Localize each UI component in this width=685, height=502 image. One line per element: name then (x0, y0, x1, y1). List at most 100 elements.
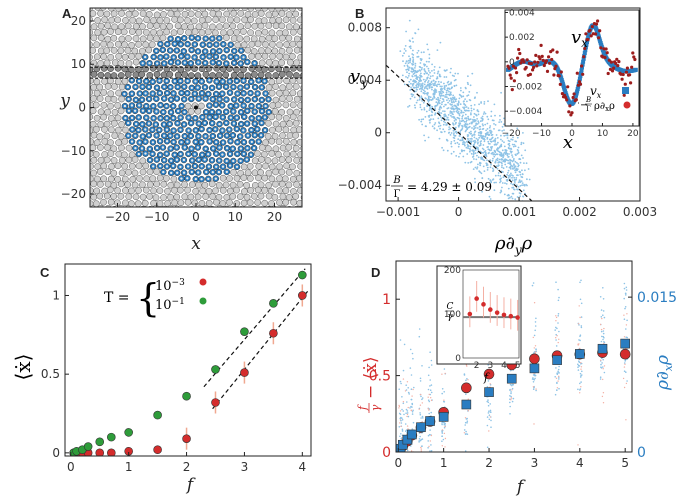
scatter-point (516, 149, 519, 151)
particle (93, 41, 101, 49)
particle (114, 16, 122, 24)
bg-scatter-blue (401, 408, 403, 411)
particle (230, 35, 238, 42)
particle-core (166, 91, 169, 95)
scatter-point (449, 134, 452, 136)
scatter-point (457, 145, 460, 148)
bg-scatter-red (430, 434, 433, 437)
scatter-point (403, 48, 406, 50)
particle (278, 70, 286, 78)
particle (97, 71, 105, 79)
particle (103, 10, 111, 18)
inset-rho-point (518, 51, 522, 56)
scatter-point (403, 83, 406, 86)
particle-core (236, 92, 239, 95)
scatter-point (458, 135, 461, 137)
bg-scatter-blue (557, 368, 560, 371)
scatter-point (471, 72, 474, 75)
scatter-point (451, 74, 454, 77)
particle (110, 193, 118, 200)
particle-core (211, 171, 214, 174)
particle (90, 29, 94, 36)
particle (142, 186, 150, 194)
particle (90, 83, 98, 91)
particle-core (147, 109, 151, 113)
bg-scatter-blue (429, 450, 431, 452)
scatter-point (520, 180, 523, 183)
scatter-point (513, 158, 515, 160)
scatter-point (481, 115, 484, 118)
particle (132, 23, 140, 30)
particle (120, 28, 128, 36)
particle (307, 146, 313, 152)
scatter-point (410, 70, 413, 73)
particle (297, 151, 302, 158)
particle (305, 212, 311, 218)
bg-scatter-blue (410, 456, 412, 458)
particle-core (208, 140, 211, 143)
scatter-point (477, 131, 480, 134)
inset-rho-point (534, 53, 538, 58)
particle (279, 34, 286, 42)
particle-core (148, 147, 151, 151)
particle-core (141, 62, 144, 65)
bg-scatter-blue (623, 370, 626, 373)
scatter-point (480, 102, 482, 104)
scatter-point (495, 181, 497, 184)
xlabel-a: x (191, 234, 201, 254)
particle (296, 77, 302, 84)
scatter-point (483, 140, 486, 143)
scatter-point (519, 161, 522, 164)
scatter-point (438, 91, 440, 93)
bg-scatter-blue (401, 474, 403, 476)
particle (173, 181, 181, 189)
data-point-green (240, 327, 249, 336)
inset-d-ytick-label: 0 (455, 354, 461, 364)
scatter-point (493, 155, 496, 158)
scatter-point (415, 84, 418, 87)
particle (289, 89, 297, 97)
scatter-point (491, 167, 494, 170)
ylabel-d-gamma: γ (369, 404, 382, 411)
scatter-point (412, 73, 415, 75)
particle-core (147, 134, 151, 137)
particle (212, 16, 220, 23)
particle (111, 108, 119, 116)
data-point-red (153, 445, 162, 455)
particle (107, 90, 115, 98)
particle (219, 16, 226, 24)
scatter-point (448, 83, 451, 86)
inset-rho-point (577, 80, 582, 84)
bg-scatter-blue (465, 454, 467, 456)
inset-d-point (488, 307, 493, 312)
particle (220, 29, 227, 37)
particle (198, 65, 206, 73)
scatter-point (452, 113, 454, 116)
particle (94, 29, 102, 36)
bg-scatter-blue (403, 466, 405, 468)
particle (139, 168, 147, 176)
bg-scatter-red (441, 429, 444, 431)
scatter-point (487, 140, 490, 143)
particle-core (189, 62, 192, 65)
particle (107, 150, 115, 157)
y-tick-label-b: −0.004 (338, 178, 382, 192)
y-tick-label-b: 0 (374, 126, 382, 140)
scatter-point (506, 154, 509, 157)
scatter-point (437, 83, 439, 86)
data-point-blue (529, 363, 540, 374)
particle (308, 60, 314, 66)
bg-scatter-blue (532, 282, 535, 284)
scatter-point (458, 117, 461, 120)
particle (271, 10, 279, 18)
scatter-point (451, 98, 454, 100)
bg-scatter-blue (401, 419, 404, 421)
inset-vx-point (633, 67, 638, 72)
particle-core (137, 152, 140, 156)
particle-core (173, 42, 176, 45)
particle (286, 47, 293, 54)
particle-core (263, 116, 267, 119)
legend-gamma: Γ (586, 105, 591, 113)
scatter-point (408, 66, 411, 69)
particle (279, 132, 286, 139)
